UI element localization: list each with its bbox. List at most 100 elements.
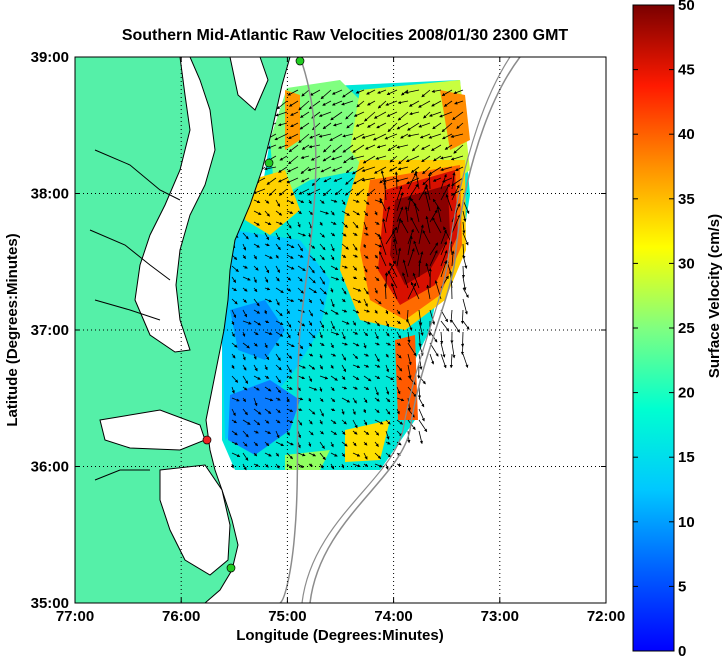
velocity-arrow (278, 166, 288, 173)
velocity-arrow (274, 133, 288, 141)
velocity-arrow (440, 183, 450, 201)
velocity-arrow (253, 441, 259, 447)
velocity-arrow (450, 133, 464, 138)
velocity-arrow (308, 298, 312, 304)
velocity-arrow (462, 254, 468, 269)
velocity-arrow (286, 210, 294, 214)
velocity-arrow (374, 331, 379, 340)
velocity-arrow (407, 320, 413, 331)
velocity-arrow (352, 364, 361, 369)
velocity-arrow (373, 166, 387, 174)
velocity-arrow (374, 210, 378, 216)
velocity-vectors (230, 89, 470, 471)
velocity-arrow (407, 172, 417, 190)
colorbar-tick-label: 10 (678, 514, 695, 531)
velocity-arrow (412, 272, 420, 289)
velocity-patch (285, 450, 330, 470)
velocity-arrow (384, 133, 398, 140)
delaware-bay (229, 57, 269, 111)
velocity-arrow (352, 133, 365, 140)
velocity-arrow (449, 279, 454, 300)
velocity-arrow (231, 397, 240, 402)
velocity-arrow (242, 375, 249, 384)
velocity-arrow (374, 309, 378, 314)
velocity-arrow (345, 177, 354, 185)
velocity-arrow (264, 430, 272, 434)
velocity-arrow (319, 430, 324, 435)
velocity-arrow (330, 386, 335, 392)
velocity-arrow (231, 342, 238, 348)
velocity-arrow (286, 298, 295, 302)
river (94, 469, 150, 481)
colorbar-tick-label: 50 (678, 0, 695, 14)
velocity-arrow (374, 221, 380, 225)
velocity-arrow (425, 262, 431, 278)
velocity-arrow (308, 100, 321, 110)
velocity-arrow (363, 408, 366, 414)
velocity-arrow (418, 419, 428, 433)
velocity-arrow (308, 353, 314, 357)
velocity-arrow (377, 100, 387, 109)
velocity-arrow (330, 364, 334, 369)
velocity-arrow (297, 265, 306, 272)
velocity-arrow (330, 287, 334, 293)
velocity-arrow (374, 452, 382, 459)
velocity-arrow (266, 177, 277, 185)
velocity-arrow (264, 353, 270, 361)
velocity-arrow (275, 210, 283, 216)
velocity-arrow (297, 287, 304, 294)
velocity-arrow (374, 342, 380, 346)
velocity-arrow (342, 89, 354, 98)
velocity-arrow (308, 364, 316, 370)
velocity-arrow (374, 353, 380, 363)
colorbar-tick-label: 35 (678, 191, 695, 208)
velocity-arrow (407, 386, 417, 398)
velocity-arrow (363, 309, 370, 313)
velocity-arrow (308, 386, 318, 391)
velocity-arrow (275, 265, 280, 273)
velocity-arrow (319, 419, 323, 425)
velocity-arrow (451, 184, 460, 201)
velocity-arrow (242, 463, 247, 471)
velocity-arrow (287, 166, 299, 173)
velocity-arrow (424, 191, 431, 212)
velocity-arrow (432, 122, 442, 130)
velocity-arrow (322, 188, 332, 197)
velocity-arrow (308, 144, 321, 149)
colorbar-tick-label: 30 (678, 255, 695, 272)
velocity-arrow (363, 342, 367, 349)
y-tick-label: 37:00 (31, 322, 69, 339)
velocity-arrow (375, 155, 387, 160)
velocity-arrow (275, 309, 283, 317)
velocity-arrow (242, 353, 246, 361)
velocity-arrow (341, 276, 345, 283)
velocity-arrow (341, 408, 345, 415)
velocity-arrow (231, 419, 237, 424)
velocity-arrow (352, 287, 362, 292)
velocity-arrow (253, 309, 261, 314)
velocity-arrow (443, 100, 453, 107)
velocity-arrow (410, 217, 420, 234)
velocity-arrow (330, 276, 340, 281)
velocity-arrow (300, 166, 310, 174)
velocity-arrow (286, 441, 294, 446)
velocity-arrow (379, 177, 387, 184)
velocity-arrow (436, 205, 442, 223)
velocity-arrow (363, 221, 368, 231)
velocity-arrow (361, 177, 376, 182)
velocity-arrow (275, 463, 280, 469)
velocity-arrow (363, 452, 368, 460)
velocity-arrow (363, 254, 369, 259)
velocity-arrow (297, 298, 304, 302)
velocity-arrow (286, 386, 293, 390)
velocity-arrow (374, 364, 381, 368)
velocity-arrow (454, 100, 464, 105)
velocity-arrow (286, 419, 294, 424)
velocity-arrow (308, 254, 316, 261)
velocity-arrow (352, 397, 357, 404)
velocity-arrow (264, 287, 271, 291)
velocity-arrow (376, 122, 387, 129)
x-axis: 77:00 76:00 75:00 74:00 73:00 72:00 (56, 57, 625, 625)
velocity-arrow (376, 144, 387, 149)
velocity-arrow (379, 251, 387, 267)
